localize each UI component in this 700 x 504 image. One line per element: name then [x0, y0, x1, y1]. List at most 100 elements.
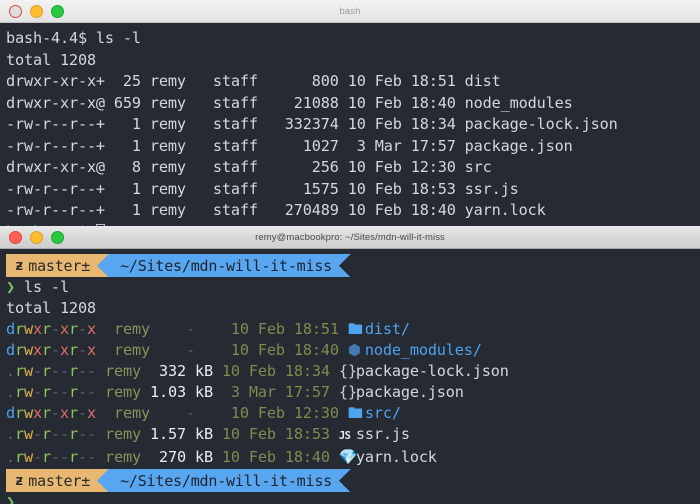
- total-line: total 1208: [6, 299, 96, 317]
- file-date: 10 Feb 18:40: [221, 341, 339, 359]
- node-icon: ⬢: [347, 341, 361, 359]
- maximize-button[interactable]: [51, 4, 64, 18]
- file-date: 10 Feb 18:53: [212, 425, 330, 443]
- terminal-line: -rw-r--r--+ 1 remy staff 332374 10 Feb 1…: [6, 115, 618, 133]
- file-name: ssr.js: [355, 425, 410, 443]
- terminal-line: drwxr-xr-x+ 25 remy staff 800 10 Feb 18:…: [6, 72, 501, 90]
- powerline-separator-path: [339, 254, 352, 277]
- path-segment: ~/Sites/mdn-will-it-miss: [109, 254, 340, 277]
- file-owner: remy: [96, 448, 141, 466]
- file-name: package.json: [355, 383, 464, 401]
- git-branch-icon: ƶ: [15, 257, 24, 274]
- titlebar-zsh[interactable]: remy@macbookpro: ~/Sites/mdn-will-it-mis…: [0, 226, 700, 249]
- powerline-separator-path: [339, 469, 352, 492]
- file-owner: remy: [96, 362, 141, 380]
- window-title-bash: bash: [339, 5, 361, 17]
- text-cursor: [95, 223, 105, 226]
- gem-icon: 💎: [338, 448, 358, 466]
- traffic-lights-bash[interactable]: [0, 4, 64, 18]
- permissions: drwxr-xr-x: [6, 404, 96, 422]
- file-name: package-lock.json: [355, 362, 509, 380]
- terminal-line: drwxr-xr-x@ 8 remy staff 256 10 Feb 12:3…: [6, 158, 492, 176]
- git-branch-segment: ƶ master±: [6, 469, 98, 492]
- file-size: 270: [149, 448, 186, 466]
- maximize-button[interactable]: [51, 230, 64, 244]
- file-listing: drwxr-xr-x remy - 10 Feb 18:51 🖿 dist/drw…: [0, 319, 700, 468]
- permissions: .rw-r--r--: [6, 425, 96, 443]
- terminal-output-bash[interactable]: bash-4.4$ ls -l total 1208 drwxr-xr-x+ 2…: [0, 23, 700, 226]
- file-date: 10 Feb 18:34: [212, 362, 330, 380]
- prompt-text: bash-4.4$: [6, 223, 96, 227]
- file-size: 1.57: [149, 425, 186, 443]
- folder-icon: 🖿: [347, 404, 363, 422]
- path-segment: ~/Sites/mdn-will-it-miss: [109, 469, 340, 492]
- file-date: 3 Mar 17:57: [212, 383, 330, 401]
- js-icon: JS: [338, 430, 351, 442]
- powerline-separator-git: [97, 254, 110, 277]
- traffic-lights-zsh[interactable]: [0, 230, 64, 244]
- close-button[interactable]: [9, 230, 22, 244]
- terminal-window-bash[interactable]: bash bash-4.4$ ls -l total 1208 drwxr-xr…: [0, 0, 700, 226]
- file-date: 10 Feb 18:40: [212, 448, 330, 466]
- minimize-button[interactable]: [30, 4, 43, 18]
- file-row: .rw-r--r-- remy 270 kB 10 Feb 18:40 💎yar…: [6, 448, 437, 466]
- file-row: .rw-r--r-- remy 1.03 kB 3 Mar 17:57 {}pa…: [6, 383, 464, 401]
- terminal-window-zsh[interactable]: remy@macbookpro: ~/Sites/mdn-will-it-mis…: [0, 226, 700, 504]
- git-branch-label: master±: [28, 471, 91, 490]
- command-value: ls -l: [24, 278, 69, 296]
- file-row: .rw-r--r-- remy 332 kB 10 Feb 18:34 {}pa…: [6, 362, 509, 380]
- file-owner: remy: [105, 404, 150, 422]
- permissions: .rw-r--r--: [6, 383, 96, 401]
- permissions: drwxr-xr-x: [6, 341, 96, 359]
- close-button[interactable]: [9, 4, 22, 18]
- file-size: 1.03: [149, 383, 186, 401]
- file-owner: remy: [96, 383, 141, 401]
- file-size: -: [158, 320, 195, 338]
- window-title-zsh: remy@macbookpro: ~/Sites/mdn-will-it-mis…: [255, 231, 445, 243]
- permissions: .rw-r--r--: [6, 448, 96, 466]
- powerline-separator-git: [97, 469, 110, 492]
- json-icon: {}: [338, 362, 357, 380]
- terminal-line: -rw-r--r--+ 1 remy staff 270489 10 Feb 1…: [6, 201, 546, 219]
- file-date: 10 Feb 12:30: [221, 404, 339, 422]
- git-branch-icon: ƶ: [15, 472, 24, 489]
- terminal-prompt-bash[interactable]: bash-4.4$: [6, 222, 700, 227]
- file-name: yarn.lock: [355, 448, 437, 466]
- permissions: drwxr-xr-x: [6, 320, 96, 338]
- prompt-chevron-icon: ❯: [6, 278, 15, 296]
- path-label: ~/Sites/mdn-will-it-miss: [120, 256, 333, 275]
- file-name: src/: [364, 404, 401, 422]
- file-size: -: [158, 341, 195, 359]
- command-text: [15, 278, 24, 296]
- file-name: dist/: [364, 320, 410, 338]
- file-name: node_modules/: [364, 341, 482, 359]
- prompt-chevron-icon: ❯: [6, 493, 15, 504]
- file-owner: remy: [105, 341, 150, 359]
- path-label: ~/Sites/mdn-will-it-miss: [120, 471, 333, 490]
- terminal-line: -rw-r--r--+ 1 remy staff 1575 10 Feb 18:…: [6, 179, 519, 198]
- command-line[interactable]: ❯ ls -l: [0, 277, 700, 298]
- terminal-line: -rw-r--r--+ 1 remy staff 1027 3 Mar 17:5…: [6, 136, 573, 155]
- file-row: drwxr-xr-x remy - 10 Feb 18:40 ⬢ node_mod…: [0, 340, 700, 361]
- terminal-line: bash-4.4$ ls -l: [6, 29, 141, 47]
- folder-icon: 🖿: [347, 320, 363, 338]
- file-owner: remy: [105, 320, 150, 338]
- file-row: drwxr-xr-x remy - 10 Feb 18:51 🖿 dist/: [0, 319, 700, 340]
- powerline-prompt-bottom: ƶ master± ~/Sites/mdn-will-it-miss: [6, 469, 700, 492]
- git-branch-segment: ƶ master±: [6, 254, 98, 277]
- file-size: -: [158, 404, 195, 422]
- file-row: drwxr-xr-x remy - 10 Feb 12:30 🖿 src/: [0, 403, 700, 424]
- file-owner: remy: [96, 425, 141, 443]
- permissions: .rw-r--r--: [6, 362, 96, 380]
- terminal-output-zsh[interactable]: ƶ master± ~/Sites/mdn-will-it-miss ❯ ls -…: [0, 249, 700, 504]
- json-icon: {}: [338, 383, 357, 401]
- terminal-line: drwxr-xr-x@ 659 remy staff 21088 10 Feb …: [6, 93, 573, 112]
- titlebar-bash[interactable]: bash: [0, 0, 700, 23]
- git-branch-label: master±: [28, 256, 91, 275]
- powerline-prompt-top: ƶ master± ~/Sites/mdn-will-it-miss: [6, 254, 700, 277]
- minimize-button[interactable]: [30, 230, 43, 244]
- file-date: 10 Feb 18:51: [221, 320, 339, 338]
- file-row: .rw-r--r-- remy 1.57 kB 10 Feb 18:53 JS s…: [0, 424, 700, 447]
- input-line[interactable]: ❯: [0, 492, 700, 504]
- terminal-line: total 1208: [6, 50, 96, 69]
